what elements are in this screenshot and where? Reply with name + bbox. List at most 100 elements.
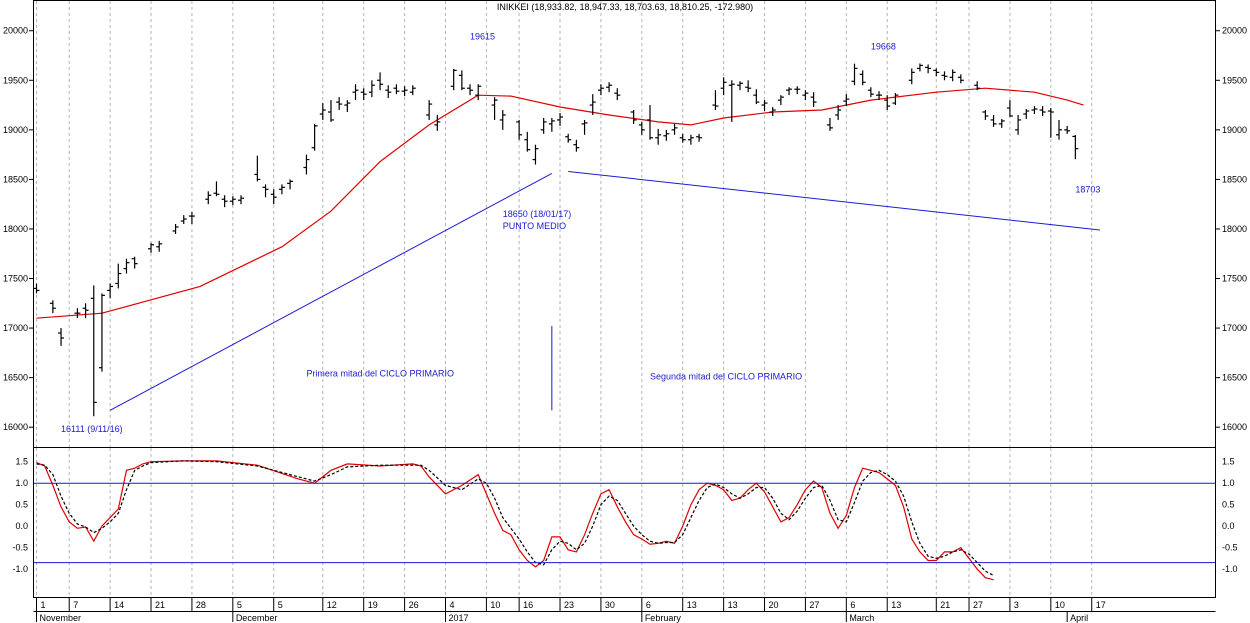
- x-tick-label: 19: [368, 600, 378, 610]
- x-tick-label: 5: [278, 600, 283, 610]
- price-bar: [401, 86, 408, 97]
- price-bar: [205, 191, 212, 205]
- x-tick-label: 5: [237, 600, 242, 610]
- price-bar: [368, 80, 375, 98]
- price-bar: [998, 118, 1005, 128]
- price-bar: [908, 68, 915, 85]
- price-bar: [1039, 106, 1046, 116]
- price-bar: [867, 87, 874, 98]
- osc-tick-label-right: 1.5: [1222, 457, 1235, 467]
- price-bar: [434, 114, 441, 131]
- price-bar: [98, 293, 105, 372]
- price-bar: [916, 63, 923, 72]
- price-bar: [671, 123, 678, 135]
- osc-tick-label-left: 0.5: [15, 500, 28, 510]
- oscillator-panel-frame: [33, 447, 1216, 598]
- x-tick-label: 13: [891, 600, 901, 610]
- osc-tick-label-right: 0.5: [1222, 500, 1235, 510]
- price-bar: [925, 64, 932, 74]
- price-bar: [516, 119, 523, 140]
- price-tick-label-left: 18500: [3, 174, 28, 184]
- price-tick-label-right: 16000: [1222, 422, 1247, 432]
- price-bar: [458, 70, 465, 91]
- price-bar: [58, 328, 65, 346]
- x-tick-label: 6: [850, 600, 855, 610]
- price-bar: [238, 195, 244, 205]
- price-bar: [156, 240, 163, 252]
- chart-title: INIKKEI (18,933.82, 18,947.33, 18,703.63…: [497, 2, 753, 12]
- price-bar: [287, 179, 294, 190]
- price-bar: [393, 84, 400, 95]
- price-bar: [982, 110, 989, 120]
- price-bar: [589, 94, 596, 115]
- x-tick-label: 10: [1055, 600, 1065, 610]
- price-bar: [148, 242, 155, 253]
- price-tick-label-left: 17000: [3, 323, 28, 333]
- price-tick-label-left: 18000: [3, 224, 28, 234]
- x-tick-label: 7: [73, 600, 78, 610]
- price-bar: [974, 81, 981, 91]
- price-bar: [728, 80, 735, 122]
- price-bar: [180, 215, 187, 224]
- price-bar: [377, 72, 384, 91]
- month-label: March: [849, 613, 874, 623]
- month-label: 2017: [449, 613, 469, 623]
- price-tick-label-left: 19000: [3, 125, 28, 135]
- price-bar: [1031, 106, 1038, 114]
- price-bar: [319, 103, 326, 120]
- price-bar: [843, 94, 850, 107]
- price-bar: [115, 263, 122, 289]
- x-tick-label: 27: [973, 600, 983, 610]
- price-bar: [254, 155, 261, 182]
- price-panel-frame: [33, 0, 1216, 448]
- chart-annotation: 18703: [1075, 184, 1100, 194]
- x-tick-label: 26: [409, 600, 419, 610]
- osc-tick-label-left: -1.0: [12, 564, 28, 574]
- price-bar: [810, 92, 817, 108]
- price-bar: [303, 154, 310, 175]
- price-bars: [33, 63, 1079, 417]
- chart-annotation: PUNTO MEDIO: [503, 221, 566, 231]
- price-bar: [82, 303, 89, 319]
- oscillator-y-axis: -1.0 -1.0 -0.5 -0.5 0.0 0.0 0.5 0.5 1.0 1.0 1.5 1.5: [12, 457, 1237, 574]
- price-bar: [467, 84, 474, 96]
- price-bar: [188, 212, 195, 224]
- vertical-grid: [36, 1, 1093, 597]
- price-bar: [1015, 114, 1022, 135]
- price-tick-label-right: 19000: [1222, 125, 1247, 135]
- price-tick-label-left: 16000: [3, 422, 28, 432]
- x-tick-label: 30: [605, 600, 615, 610]
- price-bar: [1064, 125, 1071, 134]
- price-tick-label-right: 16500: [1222, 373, 1247, 383]
- price-bar: [1072, 135, 1079, 160]
- osc-tick-label-right: -0.5: [1222, 543, 1238, 553]
- x-tick-label: 12: [327, 600, 337, 610]
- price-bar: [360, 88, 367, 101]
- price-bar: [630, 110, 637, 124]
- x-tick-label: 13: [687, 600, 697, 610]
- price-bar: [647, 105, 653, 140]
- price-bar: [712, 90, 719, 111]
- price-bar: [336, 97, 343, 111]
- price-bar: [352, 84, 359, 101]
- price-tick-label-left: 17500: [3, 274, 28, 284]
- price-bar: [736, 81, 743, 91]
- price-bar: [859, 70, 866, 86]
- oscillator-signal-line: [36, 460, 994, 577]
- annotations: 19615 19668 18703 18650 (18/01/17) PUNTO MED…: [61, 32, 1100, 434]
- price-bar: [835, 105, 842, 120]
- price-bar: [1047, 108, 1054, 138]
- x-tick-label: 21: [155, 600, 165, 610]
- month-label: November: [40, 613, 82, 623]
- price-bar: [826, 117, 833, 131]
- x-tick-label: 6: [646, 600, 651, 610]
- osc-tick-label-right: 0.0: [1222, 521, 1235, 531]
- price-bar: [949, 69, 956, 82]
- price-bar: [892, 93, 899, 106]
- price-bar: [491, 97, 498, 120]
- price-bar: [777, 95, 784, 106]
- x-tick-label: 20: [769, 600, 779, 610]
- price-bar: [851, 63, 858, 86]
- price-bar: [1006, 100, 1013, 117]
- price-bar: [679, 133, 686, 143]
